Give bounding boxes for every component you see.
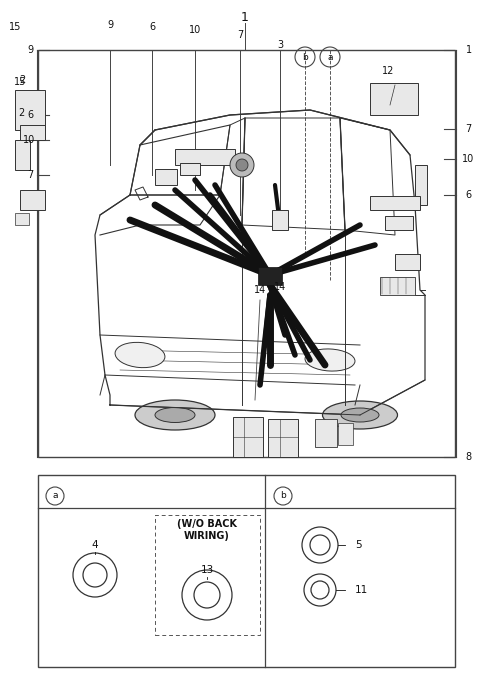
Bar <box>15 213 29 225</box>
Bar <box>155 515 260 635</box>
Text: b: b <box>280 492 286 501</box>
Bar <box>370 196 420 210</box>
Bar <box>38 475 455 667</box>
Bar <box>155 169 177 185</box>
Ellipse shape <box>135 400 215 430</box>
Bar <box>258 267 282 285</box>
Circle shape <box>236 159 248 171</box>
Ellipse shape <box>155 408 195 423</box>
Bar <box>15 90 45 130</box>
Bar <box>180 163 200 175</box>
Bar <box>338 423 353 445</box>
Circle shape <box>230 153 254 177</box>
Text: 2: 2 <box>18 108 24 118</box>
Bar <box>380 277 415 295</box>
Text: 12: 12 <box>382 66 394 76</box>
Text: 1: 1 <box>466 45 472 55</box>
Bar <box>315 419 337 447</box>
Text: 8: 8 <box>465 452 471 462</box>
Bar <box>415 165 427 205</box>
Text: 14: 14 <box>274 282 286 292</box>
Text: b: b <box>302 53 308 62</box>
Bar <box>20 125 45 140</box>
Bar <box>233 417 263 457</box>
Ellipse shape <box>323 401 397 429</box>
Text: 13: 13 <box>200 565 214 575</box>
Bar <box>38 50 455 457</box>
Bar <box>395 254 420 270</box>
Bar <box>272 210 288 230</box>
Text: 6: 6 <box>465 190 471 200</box>
Bar <box>175 149 235 165</box>
Ellipse shape <box>305 349 355 371</box>
Text: 11: 11 <box>355 585 368 595</box>
Text: 10: 10 <box>23 135 35 145</box>
Text: 14: 14 <box>254 285 266 295</box>
Text: 9: 9 <box>27 45 33 55</box>
Text: 10: 10 <box>462 154 474 164</box>
Text: 7: 7 <box>465 124 471 134</box>
Text: 2: 2 <box>19 75 25 85</box>
Ellipse shape <box>341 408 379 422</box>
Bar <box>385 216 413 230</box>
Text: 6: 6 <box>27 110 33 120</box>
Text: 15: 15 <box>14 77 26 87</box>
Text: 1: 1 <box>241 10 249 23</box>
Text: 10: 10 <box>189 25 201 35</box>
Bar <box>15 140 30 170</box>
Ellipse shape <box>115 342 165 368</box>
Bar <box>370 83 418 115</box>
Text: 15: 15 <box>9 22 21 32</box>
Bar <box>20 190 45 210</box>
Bar <box>268 419 298 457</box>
Text: 3: 3 <box>277 40 283 50</box>
Text: (W/O BACK
WIRING): (W/O BACK WIRING) <box>177 519 237 540</box>
Text: 5: 5 <box>355 540 361 550</box>
Text: 6: 6 <box>149 22 155 32</box>
Text: 4: 4 <box>92 540 98 550</box>
Text: a: a <box>52 492 58 501</box>
Text: 7: 7 <box>27 170 33 180</box>
Text: a: a <box>327 53 333 62</box>
Text: 9: 9 <box>107 20 113 30</box>
Text: 7: 7 <box>237 30 243 40</box>
